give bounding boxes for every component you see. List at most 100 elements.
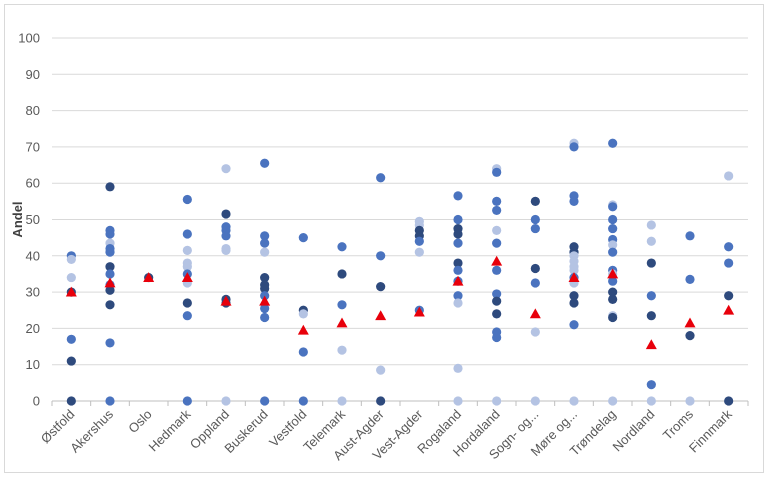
data-point (569, 298, 579, 308)
y-tick-label: 100 (18, 31, 40, 46)
data-point (724, 171, 734, 181)
data-point (492, 289, 502, 299)
y-tick-label: 60 (26, 176, 40, 191)
data-point (221, 164, 231, 174)
data-point (646, 236, 656, 246)
data-point (492, 332, 502, 343)
data-point (376, 282, 386, 292)
data-point (492, 167, 502, 177)
x-tick-label: Troms (660, 406, 697, 443)
triangle-marker (723, 304, 735, 315)
triangle-marker (568, 272, 580, 282)
data-point (298, 396, 308, 406)
triangle-marker (181, 272, 193, 282)
triangle-marker (684, 317, 696, 328)
data-point (608, 138, 618, 148)
y-tick-label: 50 (26, 212, 40, 227)
data-point (492, 296, 502, 306)
data-point (569, 291, 579, 301)
data-point (260, 247, 270, 257)
data-point (569, 142, 579, 152)
data-point (492, 396, 502, 406)
data-point (182, 396, 192, 406)
data-point (260, 303, 270, 314)
data-point (724, 291, 734, 301)
y-tick-label: 20 (26, 321, 40, 336)
data-point (105, 247, 115, 257)
data-point (685, 231, 695, 241)
data-point (105, 269, 115, 279)
triangle-marker (645, 339, 657, 350)
data-point (105, 285, 115, 295)
x-tick-label: Nordland (610, 407, 658, 455)
triangle-marker (259, 295, 271, 306)
triangle-marker (220, 295, 232, 306)
data-point (569, 320, 579, 330)
x-tick-label: Hedmark (146, 406, 194, 454)
data-point (530, 396, 540, 406)
y-tick-label: 0 (33, 394, 40, 409)
data-point (453, 238, 463, 248)
data-point (646, 258, 656, 268)
triangle-marker (413, 306, 425, 317)
data-point (337, 345, 347, 355)
data-point (608, 287, 618, 297)
data-point (685, 331, 695, 341)
data-point (298, 309, 308, 319)
data-point (453, 396, 463, 406)
data-point (492, 309, 502, 319)
data-point (608, 312, 618, 323)
data-point (66, 396, 76, 406)
data-point (453, 214, 463, 225)
triangle-marker (65, 286, 77, 297)
data-point (260, 312, 270, 323)
data-point (530, 223, 540, 234)
data-point (685, 274, 695, 284)
data-point (260, 158, 270, 168)
y-tick-label: 10 (26, 357, 40, 372)
data-point (453, 258, 463, 268)
data-point (337, 242, 347, 252)
data-point (608, 240, 618, 250)
data-point (105, 300, 115, 310)
data-point (492, 238, 502, 248)
triangle-marker (104, 277, 116, 288)
y-tick-label: 80 (26, 103, 40, 118)
data-point (260, 231, 270, 241)
y-tick-label: 30 (26, 285, 40, 300)
triangle-marker (143, 272, 155, 282)
x-tick-label: Finnmark (686, 406, 735, 455)
data-point (221, 209, 231, 219)
data-point (608, 396, 618, 406)
data-point (492, 225, 502, 235)
data-point (608, 223, 618, 234)
data-point (260, 238, 270, 248)
data-point (66, 272, 76, 283)
data-point (298, 347, 308, 357)
data-point (453, 291, 463, 301)
data-point (492, 205, 502, 216)
data-point (260, 283, 270, 294)
data-point (646, 396, 656, 406)
data-point (453, 363, 463, 373)
data-point (182, 298, 192, 308)
data-point (221, 245, 231, 255)
data-point (337, 300, 347, 310)
triangle-marker (452, 275, 464, 286)
data-point (530, 327, 540, 337)
y-tick-label: 70 (26, 139, 40, 154)
data-point (182, 194, 192, 205)
triangle-marker (375, 310, 387, 321)
data-point (646, 311, 656, 321)
data-point (530, 214, 540, 225)
data-point (530, 263, 540, 274)
data-point (182, 245, 192, 255)
data-point (608, 202, 618, 212)
data-point (66, 356, 76, 366)
data-point (182, 229, 192, 239)
data-point (414, 236, 424, 246)
x-tick-label: Oslo (125, 407, 155, 437)
data-point (298, 233, 308, 243)
triangle-marker (607, 268, 619, 279)
